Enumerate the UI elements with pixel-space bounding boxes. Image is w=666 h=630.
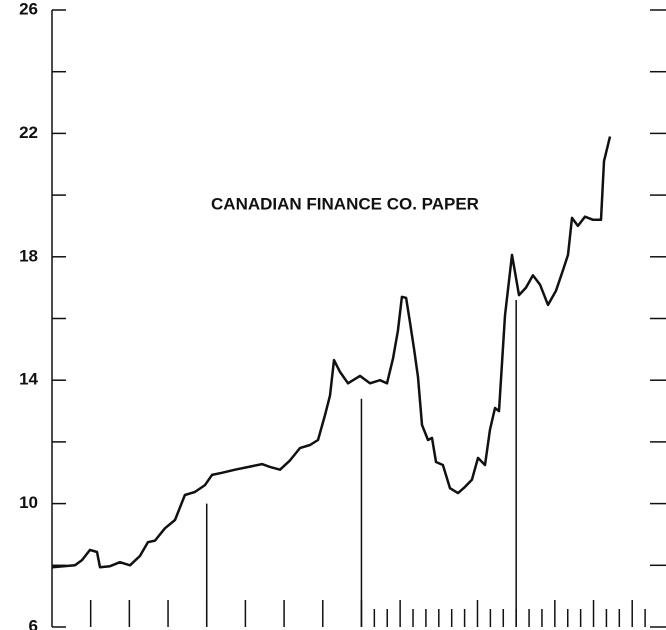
data-line [51,136,612,569]
y-tick-label: 6 [29,616,38,630]
chart-title: CANADIAN FINANCE CO. PAPER [211,194,479,213]
y-tick-label: 10 [19,493,38,512]
y-tick-label: 18 [19,246,38,265]
y-tick-label: 14 [19,370,38,389]
y-tick-label: 26 [19,0,38,18]
y-tick-label: 22 [19,123,38,142]
